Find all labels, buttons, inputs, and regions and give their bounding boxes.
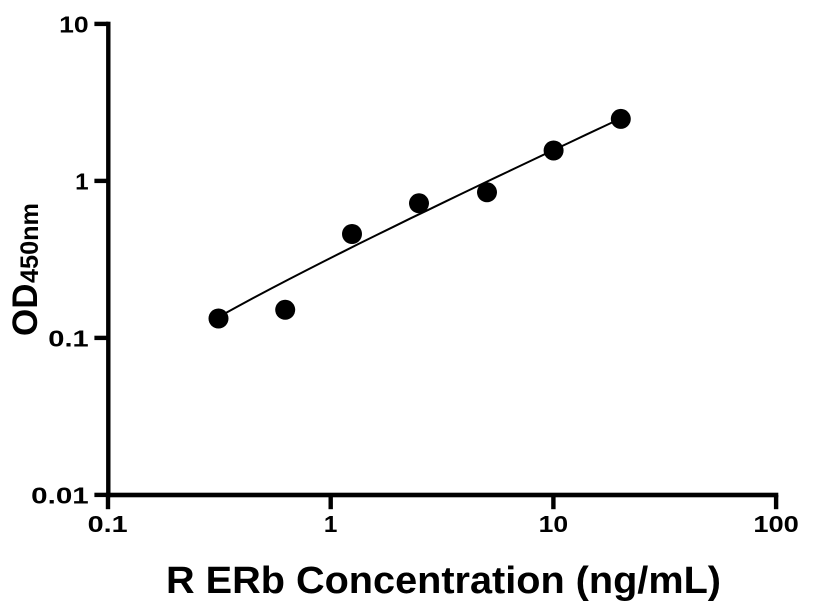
svg-text:1: 1 <box>75 168 89 194</box>
svg-text:10: 10 <box>539 511 569 537</box>
svg-text:R ERb Concentration (ng/mL): R ERb Concentration (ng/mL) <box>166 560 721 602</box>
svg-text:10: 10 <box>59 11 89 37</box>
svg-text:100: 100 <box>753 511 799 537</box>
svg-text:1: 1 <box>324 511 338 537</box>
svg-text:0.01: 0.01 <box>31 482 89 508</box>
svg-text:0.1: 0.1 <box>48 325 88 351</box>
svg-text:0.1: 0.1 <box>88 511 128 537</box>
